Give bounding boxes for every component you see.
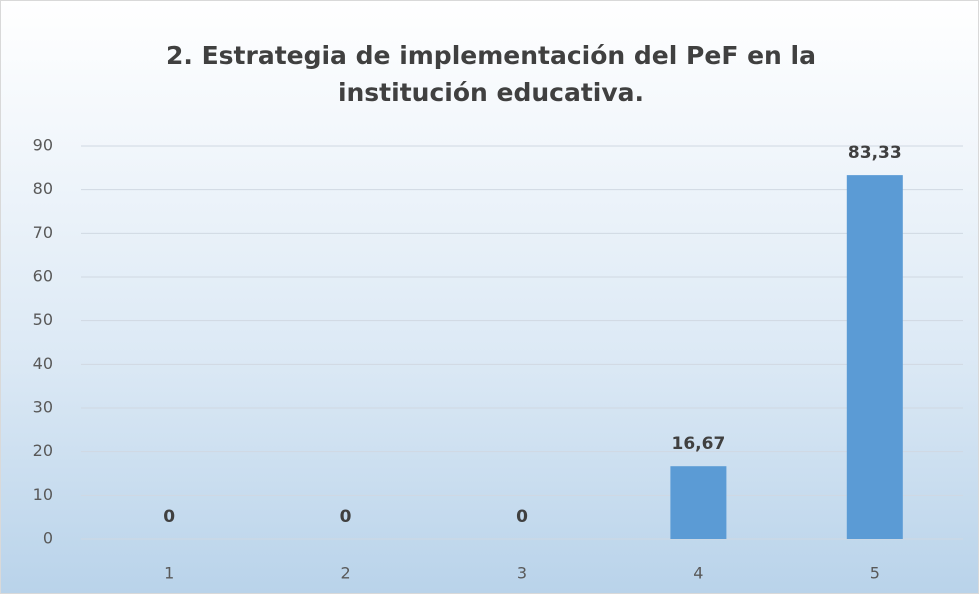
x-tick-label: 3	[517, 564, 527, 583]
bar	[670, 466, 727, 539]
y-tick-label: 10	[33, 485, 53, 504]
y-tick-label: 90	[33, 136, 53, 155]
x-tick-label: 1	[164, 564, 174, 583]
value-label: 0	[163, 507, 175, 527]
x-tick-label: 4	[693, 564, 703, 583]
value-label: 0	[516, 507, 528, 527]
y-tick-label: 20	[33, 441, 53, 460]
y-tick-label: 0	[43, 529, 53, 548]
y-tick-label: 60	[33, 267, 53, 286]
value-label: 83,33	[848, 143, 902, 163]
y-tick-label: 50	[33, 310, 53, 329]
y-tick-label: 40	[33, 354, 53, 373]
x-tick-label: 2	[341, 564, 351, 583]
value-label: 0	[340, 507, 352, 527]
y-tick-label: 30	[33, 398, 53, 417]
y-tick-label: 70	[33, 223, 53, 242]
y-tick-label: 80	[33, 179, 53, 198]
chart-title: 2. Estrategia de implementación del PeF …	[165, 41, 816, 107]
bar	[846, 175, 903, 539]
x-tick-label: 5	[870, 564, 880, 583]
value-label: 16,67	[672, 434, 726, 454]
